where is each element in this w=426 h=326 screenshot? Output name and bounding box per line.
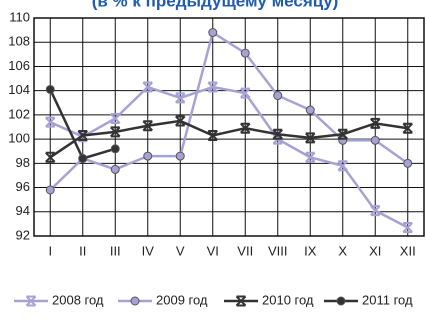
x-tick-label: III [110,243,121,258]
marker [337,160,348,172]
marker [305,151,316,163]
y-tick-label: 94 [16,203,30,218]
y-tick-label: 104 [8,82,30,97]
marker [25,295,37,307]
series-line [49,30,409,191]
marker [142,120,153,132]
marker [143,151,153,161]
marker [45,84,55,94]
x-tick-label: X [338,243,347,258]
series-line [49,85,409,229]
x-tick-label: XII [400,243,416,258]
marker [402,122,413,134]
series-line [49,119,408,159]
marker [175,151,185,161]
marker [110,113,121,125]
y-tick-label: 98 [16,155,30,170]
x-tick-label: V [176,243,185,258]
marker [240,122,251,134]
marker [45,151,56,163]
legend-label: 2011 год [362,292,413,307]
marker [130,296,140,306]
marker [273,91,283,101]
marker [305,105,315,115]
x-tick-label: VI [207,243,219,258]
marker [207,81,218,93]
legend-label: 2008 год [52,292,104,307]
marker [370,117,381,129]
y-tick-label: 100 [8,131,30,146]
legend-label: 2010 год [262,292,314,307]
marker [77,129,88,141]
marker [175,115,186,127]
x-tick-label: XI [369,243,381,258]
marker [240,48,250,58]
y-tick-label: 108 [8,34,30,49]
marker [305,132,316,144]
marker [110,164,120,174]
marker [45,116,56,128]
x-tick-label: IV [142,243,155,258]
marker [142,81,153,93]
chart-title: (в % к предыдущему месяцу) [92,0,339,10]
marker [272,128,283,140]
marker [235,295,247,307]
x-tick-label: IX [304,243,317,258]
x-tick-label: VII [237,243,253,258]
marker [403,158,413,168]
marker [370,205,381,217]
marker [78,153,88,163]
marker [45,185,55,195]
legend-label: 2009 год [156,292,208,307]
x-tick-label: VIII [268,243,288,258]
marker [370,135,380,145]
marker [336,296,346,306]
marker [207,129,218,141]
y-tick-label: 110 [9,9,30,24]
x-tick-label: I [48,243,52,258]
y-tick-label: 96 [16,179,30,194]
marker [402,222,413,234]
marker [175,92,186,104]
y-tick-label: 92 [16,227,30,242]
marker [337,128,348,140]
y-tick-label: 102 [8,106,30,121]
marker [110,144,120,154]
marker [110,126,121,138]
marker [240,87,251,99]
marker [208,28,218,38]
x-tick-label: II [79,243,86,258]
y-tick-label: 106 [8,58,30,73]
